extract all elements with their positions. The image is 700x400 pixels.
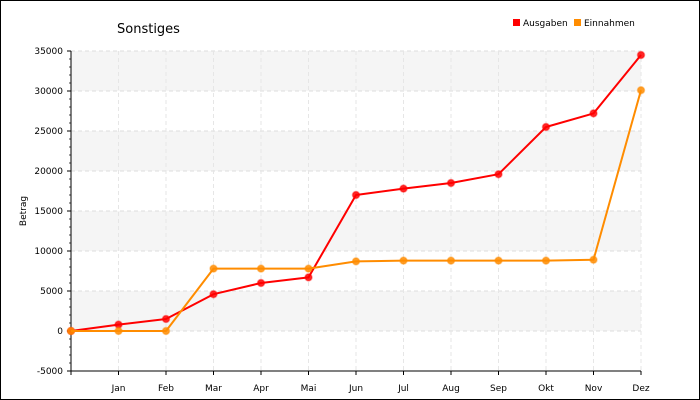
legend-label-ausgaben: Ausgaben — [523, 19, 568, 29]
data-point-ausgaben — [636, 50, 646, 60]
y-tick-label: 25000 — [34, 127, 63, 137]
data-point-einnahmen — [209, 264, 218, 273]
data-point-einnahmen — [114, 326, 123, 336]
legend-swatch-einnahmen — [574, 19, 581, 26]
series-layer — [66, 50, 646, 336]
legend-swatch-ausgaben — [513, 19, 520, 26]
data-point-ausgaben — [494, 169, 503, 179]
plot-band — [71, 51, 641, 91]
x-tick-label: Nov — [585, 384, 603, 394]
data-point-einnahmen — [161, 326, 171, 336]
data-point-einnahmen — [66, 326, 76, 336]
y-tick-label: 10000 — [34, 247, 63, 257]
x-tick-label: Jul — [397, 384, 409, 394]
x-tick-label: Mai — [301, 384, 317, 394]
x-tick-label: Dez — [632, 384, 649, 394]
data-point-ausgaben — [589, 109, 598, 118]
y-tick-label: 15000 — [34, 207, 63, 217]
y-axis-title: Betrag — [19, 196, 29, 226]
y-tick-label: 0 — [57, 327, 63, 337]
x-tick-labels: Jan Feb Mar Apr Mai Jun Jul Aug Sep Okt Nov Dez — [111, 384, 650, 394]
x-tick-label: Apr — [253, 384, 269, 394]
data-point-einnahmen — [541, 256, 551, 265]
x-tick-label: Feb — [158, 384, 174, 394]
y-tick-label: -5000 — [37, 367, 63, 377]
data-point-einnahmen — [636, 85, 646, 95]
y-tick-label: 20000 — [34, 167, 63, 177]
data-point-ausgaben — [399, 184, 408, 193]
legend-label-einnahmen: Einnahmen — [584, 19, 635, 29]
data-point-einnahmen — [304, 264, 313, 273]
data-point-ausgaben — [446, 178, 456, 188]
data-point-einnahmen — [256, 264, 266, 273]
data-point-ausgaben — [541, 122, 551, 132]
data-point-einnahmen — [446, 256, 456, 265]
data-point-einnahmen — [589, 255, 598, 265]
x-tick-label: Jun — [348, 384, 363, 394]
x-tick-label: Sep — [490, 384, 507, 394]
chart-title: Sonstiges — [117, 22, 180, 37]
axes — [67, 50, 642, 375]
data-point-ausgaben — [256, 278, 266, 288]
y-tick-labels: -5000 0 5000 10000 15000 20000 25000 30000 35000 — [34, 47, 63, 377]
x-tick-label: Mar — [205, 384, 222, 394]
data-point-einnahmen — [399, 256, 408, 265]
y-tick-label: 30000 — [34, 87, 63, 97]
data-point-einnahmen — [351, 257, 361, 266]
data-point-ausgaben — [161, 314, 171, 324]
x-tick-label: Okt — [538, 384, 554, 394]
data-point-ausgaben — [351, 190, 361, 200]
x-tick-label: Aug — [442, 384, 460, 394]
y-tick-label: 5000 — [40, 287, 63, 297]
x-tick-label: Jan — [111, 384, 126, 394]
data-point-einnahmen — [494, 256, 503, 265]
y-tick-label: 35000 — [34, 47, 63, 57]
legend: Ausgaben Einnahmen — [513, 19, 635, 29]
data-point-ausgaben — [304, 273, 313, 282]
plot-band — [71, 211, 641, 251]
data-point-ausgaben — [209, 289, 218, 299]
